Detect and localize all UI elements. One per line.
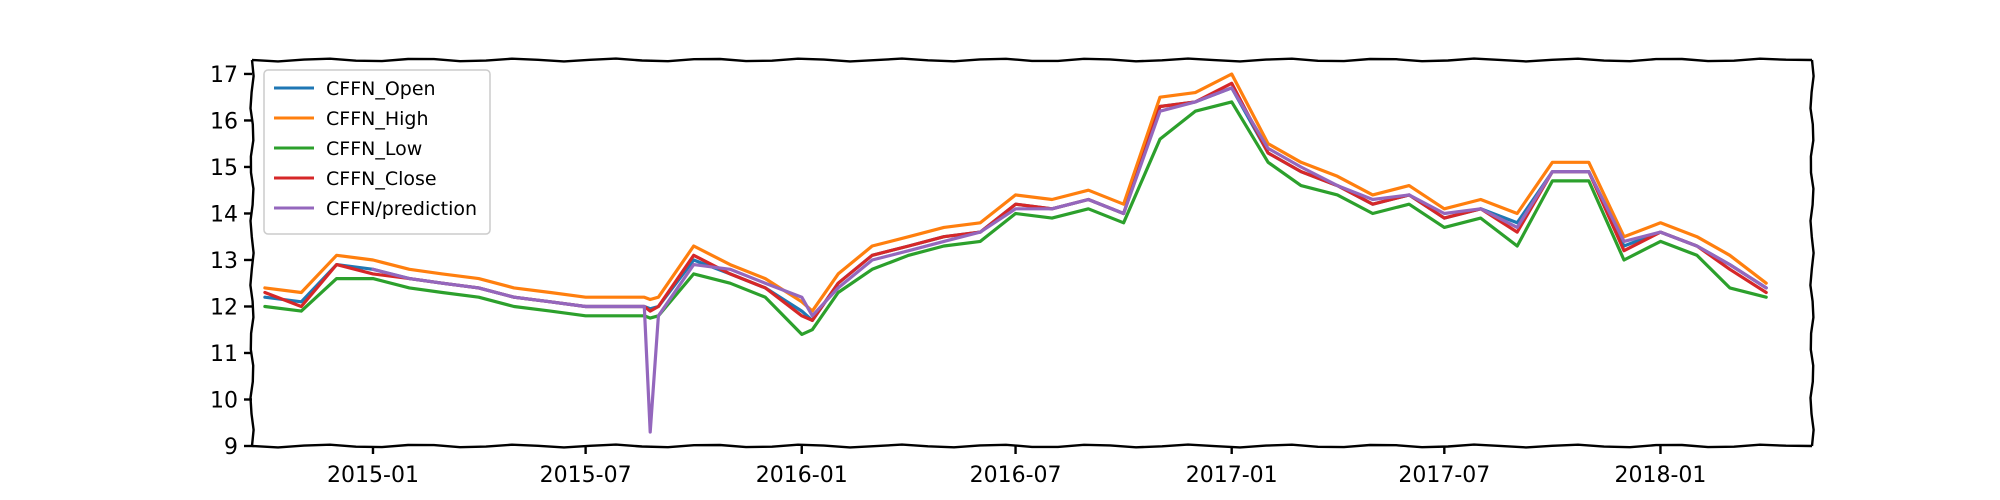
x-tick-label: 2015-01 [327,463,419,488]
y-tick-label: 11 [210,342,238,367]
axis-right-spine [1809,59,1815,447]
legend-entry-label: CFFN_High [326,108,429,130]
series-line-1 [263,72,1768,313]
legend: CFFN_Open CFFN_High CFFN_Low CFFN_Close CFFN… [263,69,491,235]
x-tick-label: 2018-01 [1615,463,1707,488]
x-tick-label: 2016-01 [756,463,848,488]
y-tick-label: 12 [210,295,238,320]
legend-box [263,69,491,235]
legend-entry-label: CFFN_Open [326,78,436,100]
x-axis-spine [251,443,1813,449]
legend-entry-label: CFFN/prediction [326,198,477,220]
y-tick-label: 10 [210,388,238,413]
y-tick-label: 16 [210,109,238,134]
y-axis-spine [249,59,255,447]
axes-layer: 9 10 11 12 13 14 15 16 17 2015-01 2015-07 2016-01 20… [210,57,1815,488]
y-tick-label: 15 [210,156,238,181]
x-tick-label: 2016-07 [970,463,1062,488]
y-tick-label: 13 [210,249,238,274]
series-line-2 [263,100,1768,336]
legend-entry-label: CFFN_Close [326,168,437,190]
series-layer [263,72,1768,434]
series-line-4 [371,86,1768,434]
x-tick-label: 2015-07 [540,463,632,488]
legend-entry-label: CFFN_Low [326,138,422,160]
y-tick-label: 14 [210,202,238,227]
x-tick-label: 2017-07 [1398,463,1490,488]
x-tick-label: 2017-01 [1186,463,1278,488]
y-tick-label: 9 [224,435,238,460]
axis-top-spine [251,57,1813,63]
y-tick-label: 17 [210,63,238,88]
